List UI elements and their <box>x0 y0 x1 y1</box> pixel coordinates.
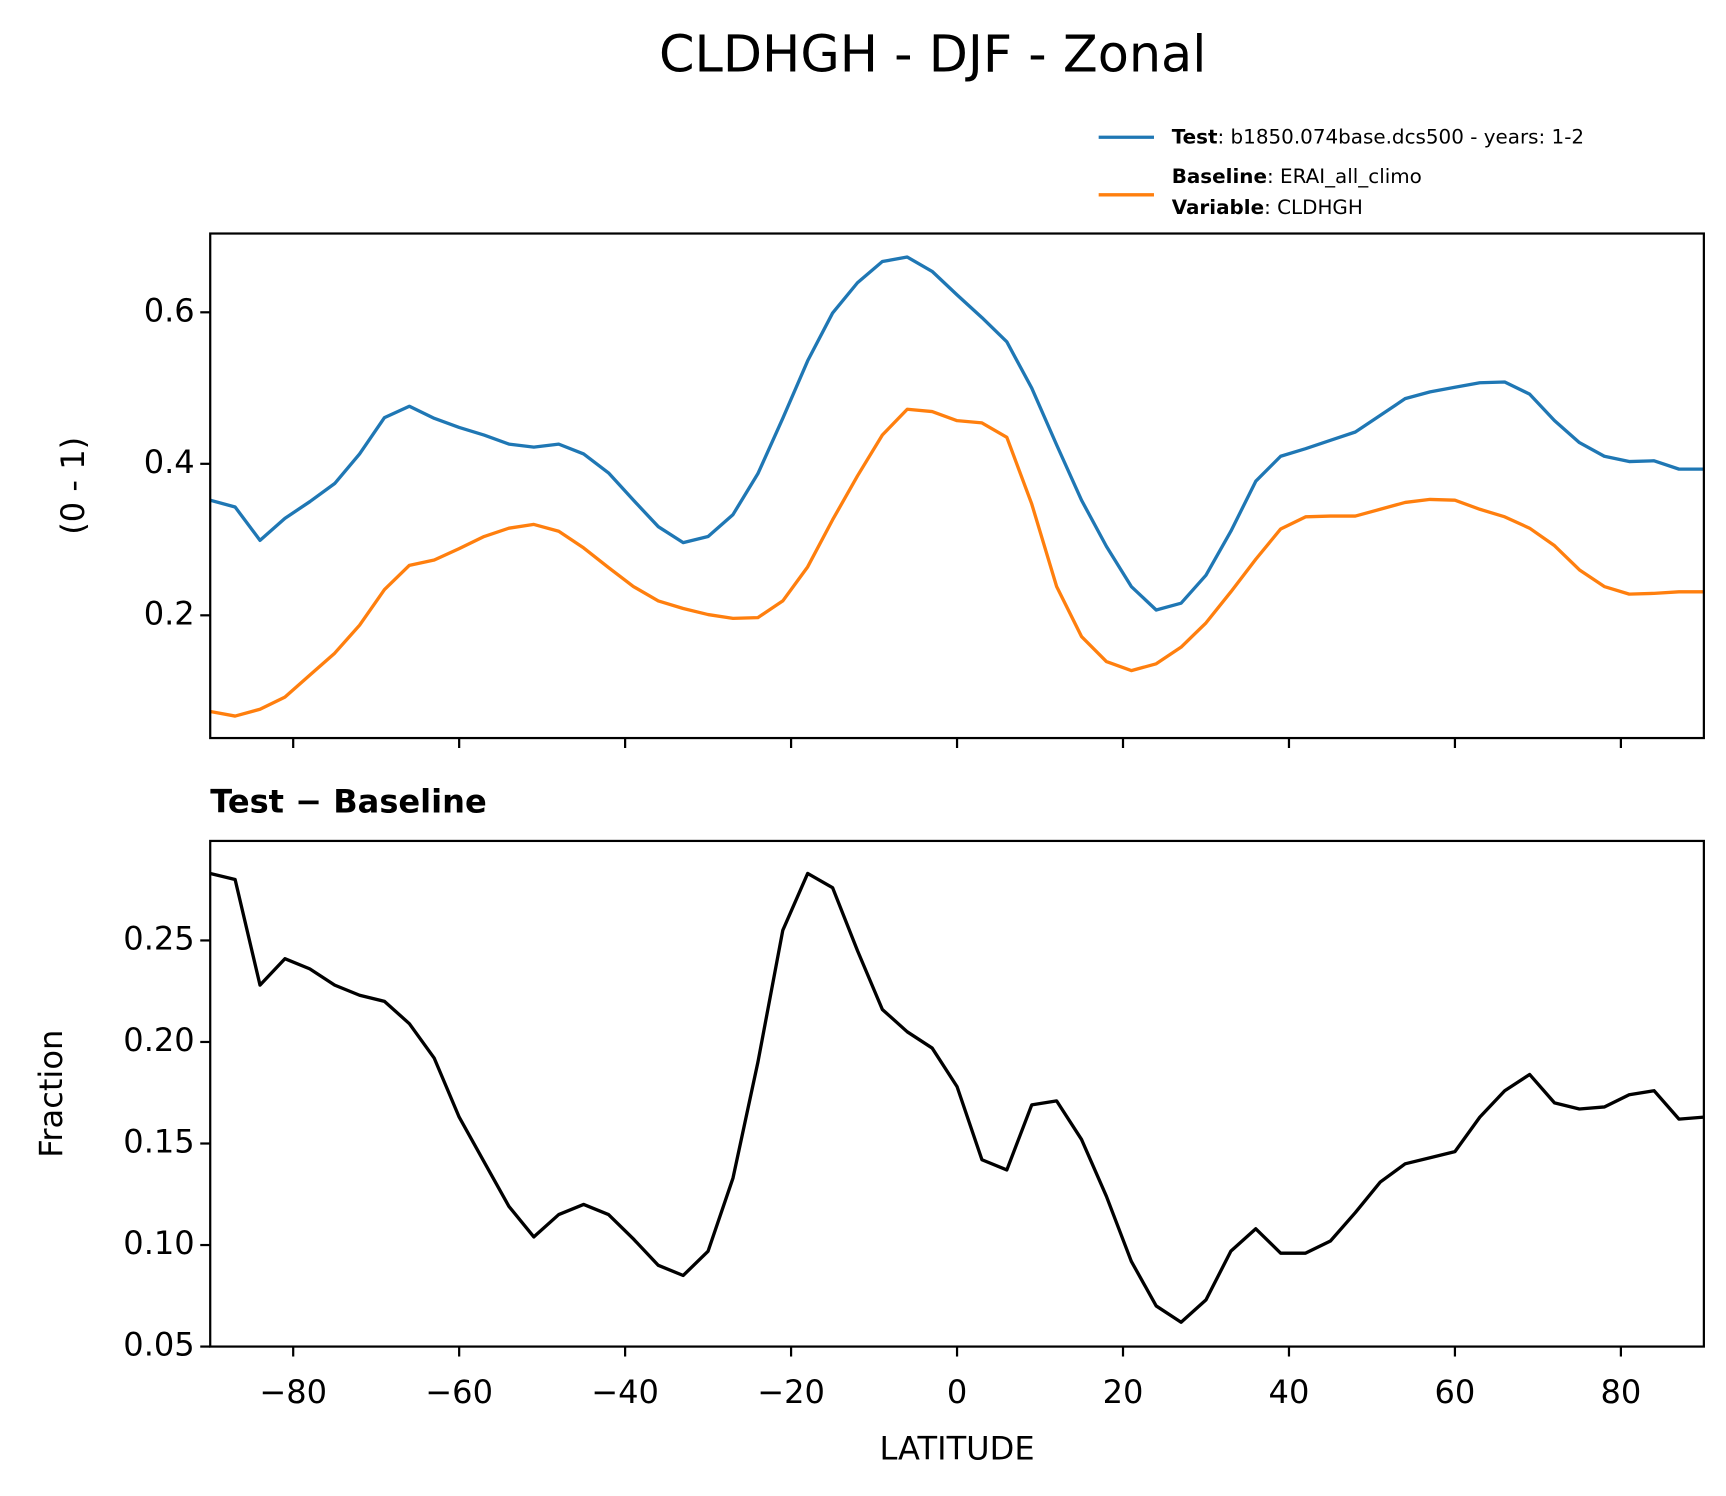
legend-name: Baseline <box>1172 165 1267 188</box>
x-tick-label: 60 <box>1435 1373 1476 1411</box>
legend-entry: Baseline: ERAI_all_climo <box>1172 165 1422 188</box>
y-axis-label: (0 - 1) <box>54 437 92 535</box>
axes-title: Test − Baseline <box>210 782 487 820</box>
y-tick-label: 0.20 <box>123 1021 194 1059</box>
legend-text: : CLDHGH <box>1264 196 1363 219</box>
x-tick-label: −60 <box>425 1373 493 1411</box>
y-tick-label: 0.25 <box>123 919 194 957</box>
data-line <box>210 255 1704 612</box>
x-tick-label: 20 <box>1103 1373 1144 1411</box>
data-line <box>210 407 1704 718</box>
y-tick-label: 0.6 <box>144 291 195 329</box>
x-tick-label: −20 <box>757 1373 825 1411</box>
legend-entry: Test: b1850.074base.dcs500 - years: 1-2 <box>1172 125 1584 148</box>
x-axis-label: LATITUDE <box>879 1430 1034 1468</box>
y-axis-label: Fraction <box>32 1030 70 1158</box>
data-line <box>210 871 1704 1324</box>
x-tick-label: 80 <box>1600 1373 1641 1411</box>
legend-text: Variable <box>1172 196 1264 219</box>
y-tick-label: 0.2 <box>144 594 195 632</box>
x-tick-label: −40 <box>591 1373 659 1411</box>
x-tick-label: 0 <box>947 1373 967 1411</box>
legend-text: : b1850.074base.dcs500 - years: 1-2 <box>1218 125 1585 148</box>
legend-entry: Variable: CLDHGH <box>1172 196 1363 219</box>
y-tick-label: 0.10 <box>123 1224 194 1262</box>
x-tick-label: −80 <box>259 1373 327 1411</box>
legend-name: Test <box>1172 125 1218 148</box>
y-tick-label: 0.4 <box>144 443 195 481</box>
legend-text: : ERAI_all_climo <box>1267 165 1422 188</box>
y-tick-label: 0.05 <box>123 1326 194 1364</box>
x-tick-label: 40 <box>1269 1373 1310 1411</box>
figure-title: CLDHGH - DJF - Zonal <box>659 26 1206 85</box>
y-tick-label: 0.15 <box>123 1123 194 1161</box>
